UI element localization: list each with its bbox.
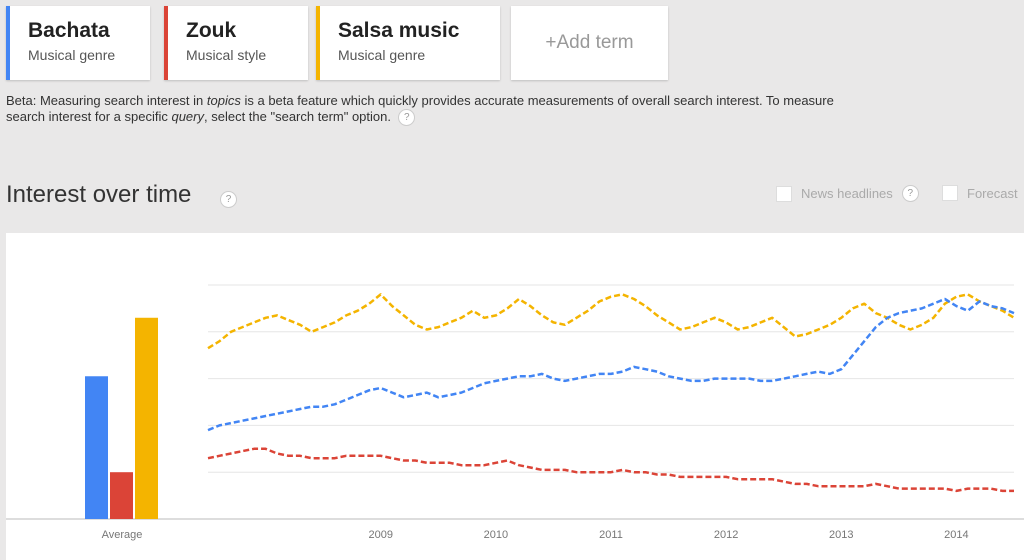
add-term-button[interactable]: +Add term [511,6,668,80]
term-color-bar [164,6,168,80]
term-name: Salsa music [338,19,460,42]
term-type: Musical genre [338,47,426,63]
section-title: Interest over time [6,181,192,208]
x-tick-label: 2012 [714,529,738,541]
news-headlines-option: News headlines ? [776,185,919,202]
x-tick-label: 2010 [484,529,508,541]
news-headlines-label: News headlines [801,186,893,201]
term-card-zouk[interactable]: Zouk Musical style [164,6,308,80]
term-name: Bachata [28,19,110,42]
help-icon[interactable]: ? [398,109,416,127]
term-type: Musical genre [28,47,116,63]
news-headlines-checkbox[interactable] [776,185,792,202]
forecast-label: Forecast [967,185,1018,201]
term-card-salsa-music[interactable]: Salsa music Musical genre [316,6,500,80]
average-bar-salsa-music [135,317,158,519]
chart-panel: Average 2009 2010 2011 2012 2013 2014 [6,233,1024,560]
average-bar-zouk [110,472,133,519]
term-type: Musical style [186,47,267,63]
help-icon[interactable]: ? [901,185,919,202]
x-tick-label: 2013 [829,529,853,541]
x-tick-label: 2009 [368,529,392,541]
interest-over-time-chart: Average 2009 2010 2011 2012 2013 2014 [6,284,1024,541]
average-bar-bachata [85,376,108,519]
series-line-bachata [207,297,1015,432]
beta-note-text: , select the "search term" option. [204,109,391,124]
beta-note-query: query [171,109,204,124]
x-tick-label: 2014 [944,529,968,541]
beta-note-text: Beta: Measuring search interest in [6,93,207,108]
term-card-bachata[interactable]: Bachata Musical genre [6,6,150,80]
average-label: Average [102,529,143,541]
x-tick-label: 2011 [599,529,623,541]
series-line-salsa-music [207,293,1015,350]
forecast-checkbox[interactable] [942,185,958,201]
forecast-option: Forecast [942,185,1018,201]
term-name: Zouk [186,19,237,42]
beta-note-text: is a beta feature which quickly provides… [6,93,834,124]
term-color-bar [316,6,320,80]
series-line-zouk [207,447,1014,493]
beta-note-topics: topics [206,93,241,108]
beta-note: Beta: Measuring search interest in topic… [6,93,846,127]
term-color-bar [6,6,10,80]
help-icon[interactable]: ? [220,191,237,208]
